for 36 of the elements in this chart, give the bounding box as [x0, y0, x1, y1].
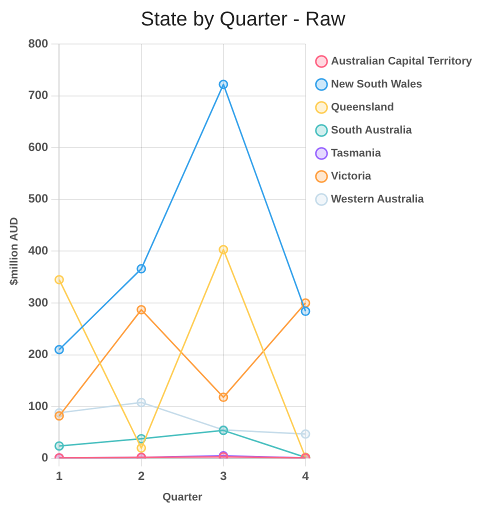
- point: [136, 398, 146, 408]
- point: [54, 344, 64, 354]
- legend-label: South Australia: [331, 124, 413, 137]
- point: [300, 306, 310, 316]
- legend-label: Victoria: [331, 170, 372, 183]
- y-tick-label: 800: [28, 36, 49, 50]
- y-tick-label: 200: [28, 347, 49, 362]
- legend-label: Queensland: [331, 102, 394, 114]
- point: [218, 80, 228, 90]
- point: [54, 411, 64, 421]
- y-axis-title: $million AUD: [8, 217, 21, 286]
- legend-label: Tasmania: [331, 148, 382, 160]
- point: [54, 274, 64, 284]
- point: [218, 244, 228, 254]
- x-tick-label: 2: [138, 468, 145, 483]
- point: [218, 392, 228, 402]
- x-axis-title: Quarter: [162, 491, 203, 504]
- y-tick-label: 700: [28, 88, 49, 102]
- point: [136, 304, 146, 314]
- y-tick-label: 0: [42, 450, 49, 465]
- x-tick-label: 1: [56, 468, 63, 483]
- point: [136, 264, 146, 274]
- legend-label: New South Wales: [331, 78, 422, 91]
- point: [300, 429, 310, 439]
- x-tick-label: 4: [302, 468, 310, 483]
- legend-label: Australian Capital Territory: [331, 56, 473, 68]
- x-tick-label: 3: [220, 468, 228, 483]
- chart-title: State by Quarter - Raw: [140, 8, 346, 31]
- point: [136, 443, 146, 453]
- legend-label: Western Australia: [331, 194, 425, 206]
- y-tick-label: 300: [28, 295, 49, 310]
- y-tick-label: 600: [28, 140, 49, 154]
- y-tick-label: 500: [28, 192, 49, 206]
- y-tick-label: 400: [28, 244, 49, 258]
- point: [54, 441, 64, 451]
- y-tick-label: 100: [28, 398, 49, 413]
